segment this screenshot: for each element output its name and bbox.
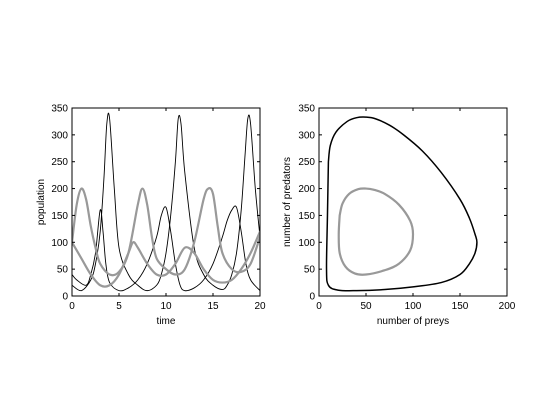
y-tick-label-phase-plot: 100: [298, 238, 315, 249]
x-tick-label-time-series: 20: [254, 301, 266, 312]
series-line-time-series-4: [72, 230, 260, 288]
plot-area-time-series: [72, 112, 260, 292]
x-tick-label-time-series: 0: [69, 301, 75, 312]
x-tick-label-time-series: 10: [160, 301, 172, 312]
series-line-time-series-2: [72, 205, 260, 292]
y-tick-label-time-series: 50: [57, 265, 69, 276]
x-tick-label-phase-plot: 200: [499, 301, 516, 312]
y-tick-label-time-series: 150: [51, 211, 68, 222]
y-tick-label-phase-plot: 300: [298, 130, 315, 141]
y-tick-label-time-series: 350: [51, 104, 68, 115]
y-axis-label-phase-plot: number of predators: [282, 157, 293, 247]
y-tick-label-time-series: 100: [51, 238, 68, 249]
y-tick-label-phase-plot: 150: [298, 211, 315, 222]
series-line-phase-plot-2: [337, 187, 415, 276]
y-tick-label-phase-plot: 250: [298, 157, 315, 168]
series-line-time-series-3: [72, 187, 260, 277]
y-tick-label-phase-plot: 350: [298, 104, 315, 115]
x-axis-label-time-series: time: [157, 316, 176, 327]
x-tick-label-time-series: 5: [116, 301, 122, 312]
plot-area-phase-plot: [325, 116, 478, 292]
series-line-time-series-1: [72, 112, 260, 292]
series-line-phase-plot-1: [325, 116, 478, 292]
y-tick-label-phase-plot: 50: [304, 265, 316, 276]
x-tick-label-phase-plot: 150: [452, 301, 469, 312]
x-tick-label-phase-plot: 50: [360, 301, 372, 312]
y-tick-label-time-series: 0: [62, 292, 68, 303]
y-tick-label-time-series: 250: [51, 157, 68, 168]
y-tick-label-time-series: 300: [51, 130, 68, 141]
y-tick-label-phase-plot: 0: [309, 292, 315, 303]
ticks-phase-plot: 0 50 100 150 200 0 50 100 150 200 250 300 350: [298, 104, 515, 313]
x-tick-label-phase-plot: 100: [405, 301, 422, 312]
x-axis-label-phase-plot: number of preys: [377, 316, 449, 327]
panel-phase-plot: 0 50 100 150 200 0 50 100 150 200 250 300 350 number…: [282, 104, 516, 328]
y-axis-label-time-series: population: [36, 179, 47, 225]
x-tick-label-phase-plot: 0: [316, 301, 322, 312]
x-tick-label-time-series: 15: [207, 301, 219, 312]
y-tick-label-phase-plot: 200: [298, 184, 315, 195]
y-tick-label-time-series: 200: [51, 184, 68, 195]
